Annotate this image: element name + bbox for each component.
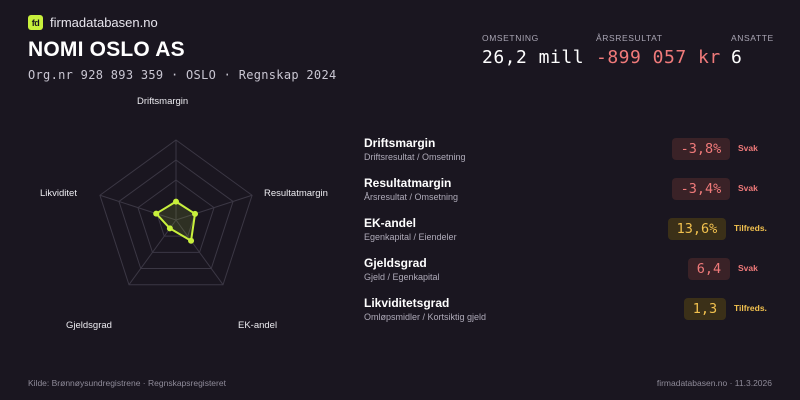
- radar-point: [188, 237, 195, 244]
- metric-status: Svak: [738, 263, 758, 273]
- kpi-value: 6: [731, 47, 743, 68]
- radar-spoke: [175, 194, 253, 221]
- kpi-revenue: OMSETNING 26,2 mill: [482, 33, 584, 68]
- footer-site: firmadatabasen.no · 11.3.2026: [656, 378, 772, 388]
- radar-series-polygon: [155, 200, 197, 242]
- radar-chart: [99, 139, 253, 286]
- radar-spoke: [99, 194, 177, 221]
- kpi-value: -899 057 kr: [596, 47, 721, 68]
- kpi-label: ÅRSRESULTAT: [596, 33, 663, 43]
- metric-name: Resultatmargin: [364, 176, 452, 190]
- radar-axis-label: Driftsmargin: [137, 96, 189, 107]
- metric-row-gjeldsgrad[interactable]: Gjeldsgrad Gjeld / Egenkapital 6,4 Svak: [364, 256, 776, 296]
- radar-axis-label: EK-andel: [238, 320, 278, 331]
- metric-row-likviditetsgrad[interactable]: Likviditetsgrad Omløpsmidler / Kortsikti…: [364, 296, 776, 336]
- radar-point: [153, 210, 160, 217]
- kpi-net-result: ÅRSRESULTAT -899 057 kr: [596, 33, 721, 68]
- metric-status: Tilfreds.: [734, 223, 767, 233]
- radar-point: [173, 198, 179, 205]
- metric-formula: Årsresultat / Omsetning: [364, 192, 459, 202]
- metric-value: 6,4: [688, 258, 730, 280]
- radar-point: [192, 210, 199, 217]
- metric-name: Gjeldsgrad: [364, 256, 427, 270]
- brand-logo-icon: fd: [28, 15, 43, 30]
- radar-axis-label: Gjeldsgrad: [66, 320, 112, 331]
- radar-spoke: [175, 219, 224, 286]
- metric-row-driftsmargin[interactable]: Driftsmargin Driftsresultat / Omsetning …: [364, 136, 776, 176]
- metric-formula: Gjeld / Egenkapital: [364, 272, 440, 282]
- brand[interactable]: fd firmadatabasen.no: [28, 15, 158, 30]
- radar-axis-label: Likviditet: [40, 188, 77, 199]
- brand-name: firmadatabasen.no: [50, 15, 158, 30]
- kpi-label: ANSATTE: [731, 33, 774, 43]
- kpi-value: 26,2 mill: [482, 47, 585, 68]
- metric-name: EK-andel: [364, 216, 417, 230]
- metric-formula: Driftsresultat / Omsetning: [364, 152, 466, 162]
- company-meta: Org.nr 928 893 359 · OSLO · Regnskap 202…: [28, 68, 337, 82]
- radar-axis-label: Resultatmargin: [264, 188, 328, 199]
- kpi-label: OMSETNING: [482, 33, 539, 43]
- metric-status: Svak: [738, 183, 758, 193]
- radar-grid-ring: [137, 179, 215, 253]
- metric-value: 13,6%: [668, 218, 726, 240]
- metric-row-ek-andel[interactable]: EK-andel Egenkapital / Eiendeler 13,6% T…: [364, 216, 776, 256]
- metric-row-resultatmargin[interactable]: Resultatmargin Årsresultat / Omsetning -…: [364, 176, 776, 216]
- footer-source: Kilde: Brønnøysundregistrene · Regnskaps…: [28, 378, 226, 388]
- metric-formula: Egenkapital / Eiendeler: [364, 232, 457, 242]
- radar-point: [166, 225, 173, 232]
- metrics-list: Driftsmargin Driftsresultat / Omsetning …: [364, 136, 776, 336]
- metric-value: -3,8%: [672, 138, 730, 160]
- metric-status: Svak: [738, 143, 758, 153]
- metric-name: Driftsmargin: [364, 136, 436, 150]
- metric-name: Likviditetsgrad: [364, 296, 450, 310]
- radar-grid-ring: [99, 139, 253, 286]
- metric-status: Tilfreds.: [734, 303, 767, 313]
- metric-value: 1,3: [684, 298, 726, 320]
- company-name: NOMI OSLO AS: [28, 38, 185, 61]
- metric-formula: Omløpsmidler / Kortsiktig gjeld: [364, 312, 487, 322]
- radar-grid-ring: [118, 159, 234, 270]
- kpi-employees: ANSATTE 6: [731, 33, 774, 68]
- metric-value: -3,4%: [672, 178, 730, 200]
